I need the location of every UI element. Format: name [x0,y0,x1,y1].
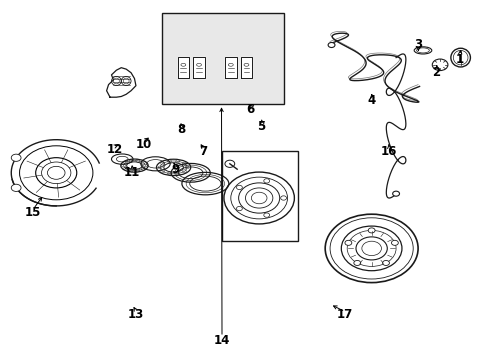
Text: 15: 15 [24,206,41,219]
Circle shape [263,179,269,183]
Text: 10: 10 [136,138,152,150]
Circle shape [11,154,21,161]
Circle shape [344,240,351,246]
Text: 4: 4 [367,94,375,107]
Polygon shape [224,57,236,78]
Text: 2: 2 [432,66,440,78]
Text: 7: 7 [199,145,206,158]
Polygon shape [177,57,189,78]
Text: 9: 9 [171,163,179,176]
Text: 12: 12 [106,143,123,156]
Text: 1: 1 [455,53,463,66]
Bar [162,13,283,104]
Circle shape [11,184,21,192]
Circle shape [353,260,360,265]
Text: 13: 13 [127,309,144,321]
Text: 5: 5 [257,120,265,132]
Circle shape [367,228,374,233]
Text: 6: 6 [246,103,254,116]
Polygon shape [240,57,252,78]
Text: 8: 8 [177,123,184,136]
Polygon shape [193,57,204,78]
Bar [222,151,298,241]
Text: 16: 16 [380,145,396,158]
Circle shape [391,240,398,246]
Text: 11: 11 [123,166,140,179]
Circle shape [327,42,334,48]
Circle shape [236,185,242,190]
Circle shape [263,213,269,217]
Circle shape [382,260,388,265]
Circle shape [392,191,399,196]
Text: 3: 3 [413,39,421,51]
Text: 14: 14 [213,334,229,347]
Circle shape [236,206,242,211]
Circle shape [280,196,286,200]
Text: 17: 17 [336,309,352,321]
